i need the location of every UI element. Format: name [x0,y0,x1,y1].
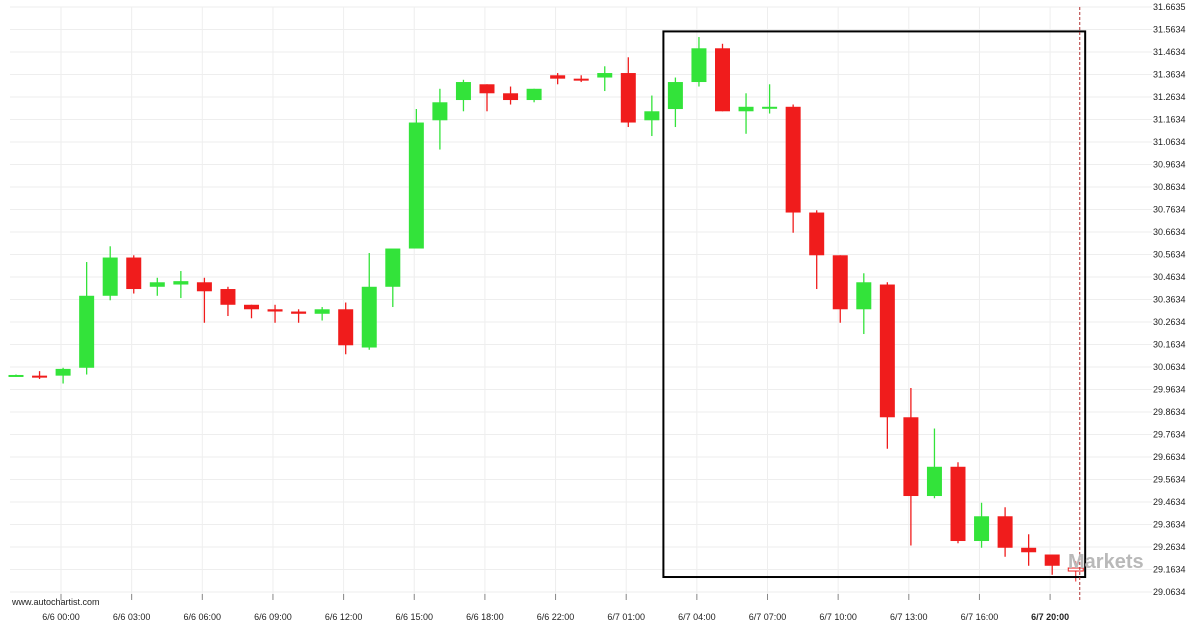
y-tick-label: 31.5634 [1153,25,1186,35]
x-tick-label: 6/7 13:00 [890,612,928,622]
candle-body [1044,554,1060,566]
pending-candle-body [1067,567,1084,572]
autochartist-credit[interactable]: www.autochartist.com [12,597,100,607]
y-tick-label: 31.3634 [1153,70,1186,80]
candle-body [738,106,754,112]
y-tick-label: 30.2634 [1153,317,1186,327]
candle-body [244,304,259,310]
x-tick-label: 6/7 20:00 [1031,612,1069,622]
x-tick-label: 6/6 15:00 [395,612,433,622]
x-tick-label: 6/6 06:00 [184,612,222,622]
y-tick-label: 30.6634 [1153,227,1186,237]
x-tick-label: 6/7 16:00 [961,612,999,622]
candle-body [809,212,825,256]
y-tick-label: 29.2634 [1153,542,1186,552]
y-axis-ticks: 31.6635 31.5634 31.4634 31.3634 31.2634 31.16… [1153,2,1186,597]
pattern-overlay [662,7,1087,602]
x-tick-label: 6/7 01:00 [607,612,645,622]
candle-body [644,111,660,121]
candle-body [550,75,566,79]
candle-body [479,84,495,94]
candles [8,37,1084,582]
y-tick-label: 31.1634 [1153,115,1186,125]
x-tick-label: 6/6 09:00 [254,612,292,622]
candle-body [55,368,71,376]
candle-body [173,281,189,285]
candle-body [314,309,330,314]
candle-body [573,78,589,81]
y-tick-label: 29.0634 [1153,587,1186,597]
candle-body [903,417,919,497]
candle-body [1021,547,1037,553]
y-tick-label: 30.3634 [1153,295,1186,305]
x-tick-label: 6/6 03:00 [113,612,151,622]
candle-body [762,106,778,109]
candle-body [926,466,942,497]
y-tick-label: 30.8634 [1153,182,1186,192]
candle-body [455,82,471,101]
y-tick-label: 30.1634 [1153,340,1186,350]
y-tick-label: 30.5634 [1153,250,1186,260]
x-tick-label: 6/6 00:00 [42,612,80,622]
y-tick-label: 29.4634 [1153,497,1186,507]
candle-body [408,122,424,249]
y-tick-label: 29.5634 [1153,475,1186,485]
candle-body [8,374,24,377]
y-tick-label: 30.0634 [1153,362,1186,372]
candle-body [715,48,730,112]
x-tick-label: 6/6 18:00 [466,612,504,622]
y-tick-label: 30.7634 [1153,205,1186,215]
candle-body [291,311,307,314]
x-tick-label: 6/7 10:00 [819,612,857,622]
candle-body [879,284,895,418]
y-tick-label: 29.9634 [1153,385,1186,395]
candle-body [432,102,448,121]
candle-body [196,282,212,292]
candle-body [79,295,95,368]
markets-watermark: Markets [1068,551,1144,573]
candle-body [503,93,519,101]
x-tick-label: 6/6 22:00 [537,612,575,622]
y-tick-label: 30.4634 [1153,272,1186,282]
candle-body [385,248,401,287]
y-tick-label: 31.0634 [1153,137,1186,147]
candle-body [997,516,1013,548]
candle-body [856,282,872,310]
y-tick-label: 31.4634 [1153,47,1186,57]
candle-body [126,257,142,290]
x-axis-ticks: 6/6 00:00 6/6 03:00 6/6 06:00 6/6 09:00 6/6 … [42,594,1069,622]
y-tick-label: 29.8634 [1153,407,1186,417]
candle-body [667,82,683,110]
candle-body [597,73,613,78]
candle-body [785,106,801,213]
candle-body [220,289,236,305]
candle-body [32,375,48,378]
candle-body [102,257,118,296]
pattern-box [662,30,1087,579]
y-tick-label: 29.3634 [1153,520,1186,530]
y-tick-label: 30.9634 [1153,160,1186,170]
y-tick-label: 31.6635 [1153,2,1186,12]
candle-body [974,516,990,542]
x-tick-label: 6/7 07:00 [749,612,787,622]
y-tick-label: 29.6634 [1153,452,1186,462]
candle-body [526,88,542,101]
y-tick-label: 29.7634 [1153,430,1186,440]
candle-body [267,309,283,312]
grid-lines [10,6,1152,598]
x-tick-label: 6/6 12:00 [325,612,363,622]
x-tick-label: 6/7 04:00 [678,612,716,622]
candle-body [620,73,636,123]
candle-body [338,309,354,346]
y-tick-label: 29.1634 [1153,565,1186,575]
y-tick-label: 31.2634 [1153,92,1186,102]
candle-body [691,48,707,83]
candle-body [950,466,966,542]
candle-body [149,282,165,287]
candle-body [832,255,848,310]
candle-body [361,286,377,348]
